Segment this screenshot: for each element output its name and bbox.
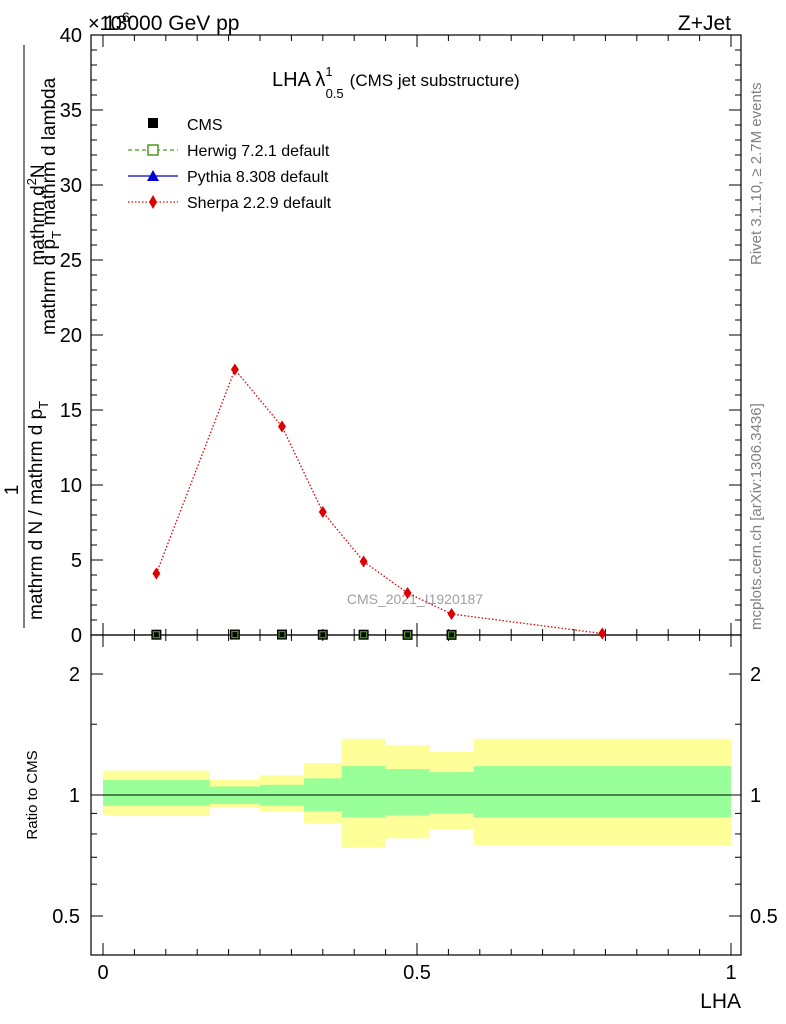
cms-point	[151, 629, 162, 640]
legend-label-herwig: Herwig 7.2.1 default	[187, 143, 330, 160]
herwig-point	[360, 631, 368, 639]
cms-point	[358, 629, 369, 640]
sherpa-point	[403, 587, 412, 599]
sherpa-line	[155, 368, 603, 635]
legend-marker-herwig	[147, 144, 159, 156]
legend-marker-pythia	[147, 170, 159, 181]
ratio-band-inner	[385, 769, 430, 816]
herwig-point	[319, 631, 327, 639]
herwig-point	[447, 631, 456, 639]
sherpa-point	[230, 363, 239, 376]
ratio-band-inner	[429, 772, 474, 814]
y-tick-label: 35	[60, 100, 82, 122]
series-cms	[151, 629, 457, 640]
x-tick-label: 0	[97, 962, 108, 984]
main-y-axis: 0 5 10 15 20 25 30 35 40	[60, 25, 741, 647]
header-left-title: 13000 GeV pp	[104, 12, 239, 35]
ratio-band-inner	[341, 766, 386, 818]
sherpa-point	[318, 506, 327, 518]
cms-point	[229, 629, 240, 640]
cms-point	[317, 629, 328, 640]
ratio-y-tick-label-right: 1	[750, 785, 761, 807]
y-tick-label: 20	[60, 325, 82, 347]
y-tick-label: 15	[60, 400, 82, 422]
analysis-watermark: CMS_2021_I1920187	[347, 591, 483, 607]
sherpa-point	[359, 555, 368, 568]
ratio-bands	[103, 738, 731, 848]
sherpa-point	[598, 627, 607, 640]
ratio-y-tick-label-right: 2	[750, 664, 761, 686]
y-label-numerator: mathrm d2N	[24, 164, 49, 265]
plot-title: LHA λ1 0.5(CMS jet substructure)	[272, 64, 520, 101]
cms-point	[276, 629, 287, 640]
sherpa-point	[277, 420, 286, 433]
y-label-denominator-left: mathrm d N / mathrm d pT	[26, 401, 51, 620]
legend: CMS Herwig 7.2.1 default Pythia 8.308 de…	[128, 117, 332, 212]
mcplots-side-label: mcplots.cern.ch [arXiv:1306.3436]	[748, 403, 765, 630]
y-label-one: 1	[2, 485, 23, 496]
rivet-side-label: Rivet 3.1.10, ≥ 2.7M events	[748, 83, 765, 266]
ratio-band-inner	[103, 779, 210, 806]
ratio-y-tick-label: 1	[69, 785, 80, 807]
ratio-y-label: Ratio to CMS	[24, 750, 41, 839]
herwig-point	[278, 630, 286, 639]
ratio-y-tick-label: 0.5	[52, 906, 80, 928]
header-right-title: Z+Jet	[678, 12, 731, 35]
x-tick-label: 1	[725, 962, 736, 984]
y-tick-label: 25	[60, 250, 82, 272]
legend-marker-sherpa	[149, 195, 157, 209]
legend-label-pythia: Pythia 8.308 default	[187, 169, 329, 186]
main-y-label: mathrm d2N 1 mathrm d N / mathrm d pT ma…	[2, 45, 64, 628]
sherpa-point	[447, 608, 456, 620]
y-tick-label: 40	[60, 25, 82, 47]
legend-marker-cms	[148, 118, 158, 128]
cms-point	[402, 629, 413, 640]
series-sherpa	[152, 363, 607, 640]
ratio-y-tick-label: 2	[69, 664, 80, 686]
herwig-point	[231, 630, 239, 639]
x-axis-label: LHA	[700, 990, 741, 1013]
legend-label-sherpa: Sherpa 2.2.9 default	[187, 195, 332, 212]
herwig-point	[152, 631, 160, 639]
x-axis: 0 0.5 1	[97, 35, 737, 984]
y-label-denominator-right: mathrm d pT mathrm d lambda	[39, 77, 64, 335]
header-exponent: ×106	[88, 9, 130, 35]
y-tick-label: 0	[71, 625, 82, 647]
y-tick-label: 5	[71, 550, 82, 572]
y-tick-label: 10	[60, 475, 82, 497]
y-tick-label: 30	[60, 175, 82, 197]
legend-label-cms: CMS	[187, 117, 223, 134]
ratio-y-axis: 0.5 0.5 1 1 2 2	[52, 664, 778, 928]
x-tick-label: 0.5	[403, 962, 431, 984]
herwig-point	[403, 631, 412, 639]
ratio-y-tick-label-right: 0.5	[750, 906, 778, 928]
cms-point	[446, 629, 457, 640]
ratio-band-inner	[473, 766, 731, 818]
sherpa-point	[152, 567, 161, 580]
